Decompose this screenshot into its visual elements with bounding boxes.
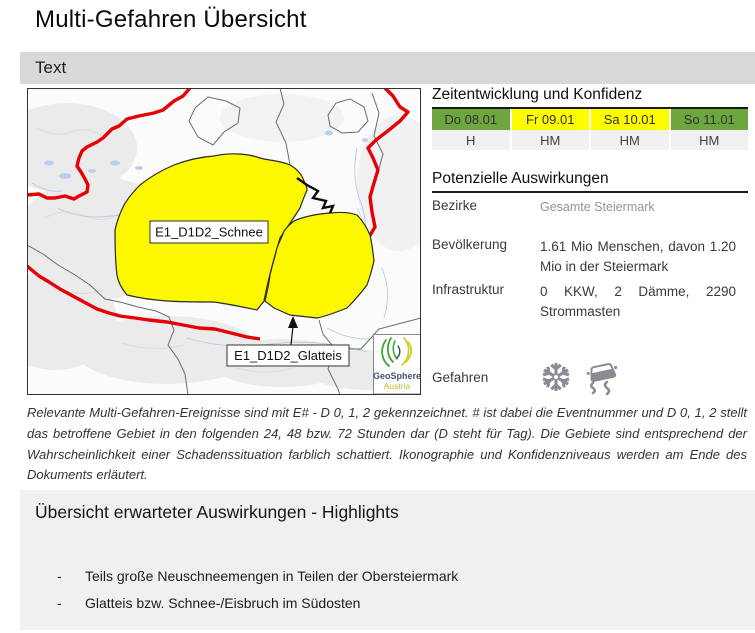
slippery-road-icon — [586, 363, 618, 396]
highlights-heading: Übersicht erwarteter Auswirkungen - High… — [35, 502, 399, 522]
day-cell: Do 08.01 — [432, 109, 510, 130]
impact-row-bezirke: Bezirke Gesamte Steiermark — [432, 198, 748, 216]
timeline-day-row: Do 08.01 Fr 09.01 Sa 10.01 So 11.01 — [432, 109, 748, 130]
highlight-item: - Teils große Neuschneemengen in Teilen … — [57, 567, 755, 586]
map-frame — [27, 88, 421, 395]
impact-row-gefahren: Gefahren — [432, 357, 748, 397]
highlights-list: - Teils große Neuschneemengen in Teilen … — [20, 567, 755, 613]
impact-label: Bevölkerung — [432, 237, 508, 253]
impact-value: 1.61 Mio Menschen, davon 1.20 Mio in der… — [540, 239, 736, 274]
day-cell: Sa 10.01 — [591, 109, 669, 130]
highlight-text: Teils große Neuschneemengen in Teilen de… — [85, 568, 459, 584]
hazard-area-glatteis — [264, 211, 375, 319]
svg-text:E1_D1D2_Glatteis: E1_D1D2_Glatteis — [234, 348, 342, 363]
svg-text:Austria: Austria — [384, 381, 411, 391]
impact-label: Infrastruktur — [432, 282, 505, 298]
highlights-section: Übersicht erwarteter Auswirkungen - High… — [20, 490, 755, 630]
map-state-borders — [26, 87, 422, 396]
map-black-border-segment — [296, 177, 336, 214]
impact-label: Bezirke — [432, 198, 478, 213]
map-national-border — [25, 86, 410, 341]
highlight-text: Glatteis bzw. Schnee-/Eisbruch im Südost… — [85, 594, 361, 611]
timeline-heading: Zeitentwicklung und Konfidenz — [432, 86, 748, 109]
impacts-heading: Potenzielle Auswirkungen — [432, 170, 748, 193]
svg-text:GeoSphere: GeoSphere — [373, 371, 421, 381]
day-cell: So 11.01 — [670, 109, 748, 130]
bullet-marker: - — [57, 594, 62, 611]
day-cell: Fr 09.01 — [511, 109, 589, 130]
impact-value: Gesamte Steiermark — [540, 200, 655, 214]
page-title: Multi-Gefahren Übersicht — [35, 6, 307, 33]
bullet-marker: - — [57, 568, 62, 584]
snowflake-icon — [542, 363, 570, 392]
confidence-cell: HM — [511, 130, 589, 150]
hazard-map: E1_D1D2_Schnee E1_D1D2_Glatteis GeoSpher… — [0, 86, 441, 396]
impact-value: 0 KKW, 2 Dämme, 2290 Strommasten — [540, 284, 736, 319]
impact-row-bevoelkerung: Bevölkerung 1.61 Mio Menschen, davon 1.2… — [432, 237, 748, 276]
impact-row-infrastruktur: Infrastruktur 0 KKW, 2 Dämme, 2290 Strom… — [432, 282, 748, 321]
impact-label: Gefahren — [432, 369, 489, 385]
section-bar-text: Text — [20, 52, 755, 84]
geosphere-logo: GeoSphere Austria — [373, 334, 421, 395]
hazard-map-svg: E1_D1D2_Schnee E1_D1D2_Glatteis GeoSpher… — [0, 86, 441, 396]
map-lakes — [44, 130, 368, 179]
svg-text:E1_D1D2_Schnee: E1_D1D2_Schnee — [155, 225, 263, 240]
confidence-cell: HM — [670, 130, 748, 150]
confidence-cell: HM — [591, 130, 669, 150]
map-label-glatteis: E1_D1D2_Glatteis — [226, 316, 350, 367]
confidence-cell: H — [432, 130, 510, 150]
impacts-section: Potenzielle Auswirkungen Bezirke Gesamte… — [432, 170, 748, 397]
section-bar-text-label: Text — [35, 58, 67, 77]
timeline-confidence-row: H HM HM HM — [432, 130, 748, 150]
explanatory-note: Relevante Multi-Gefahren-Ereignisse sind… — [27, 405, 747, 483]
map-label-schnee: E1_D1D2_Schnee — [149, 220, 269, 244]
right-panel: Zeitentwicklung und Konfidenz Do 08.01 F… — [432, 86, 748, 397]
highlight-item: - Glatteis bzw. Schnee-/Eisbruch im Südo… — [57, 594, 755, 613]
hazard-icons — [540, 357, 622, 397]
